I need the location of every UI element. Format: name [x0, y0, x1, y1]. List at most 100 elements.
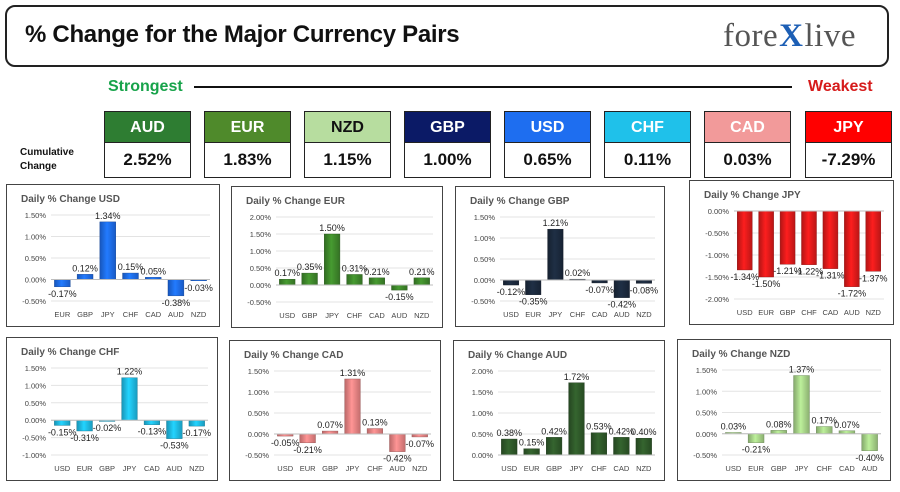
- tile-cumulative-value: 1.00%: [423, 150, 472, 169]
- data-label: -0.15%: [48, 427, 77, 437]
- bar-chf: [816, 426, 833, 434]
- data-label: -0.40%: [855, 453, 884, 463]
- x-tick-label: JPY: [548, 310, 562, 319]
- x-tick-label: USD: [54, 464, 70, 473]
- currency-tile-cad: CAD 0.03%: [704, 111, 791, 178]
- x-tick-label: NZD: [414, 311, 430, 320]
- data-label: -0.35%: [519, 297, 548, 307]
- bar-eur: [758, 210, 774, 278]
- data-label: 0.21%: [364, 267, 390, 277]
- bar-eur: [299, 433, 316, 444]
- chart-panel-jpy: Daily % Change JPY -2.00% -1.50% -1.00% -0.5…: [689, 180, 894, 325]
- chart-title: Daily % Change USD: [21, 194, 120, 205]
- bar-nzd: [188, 419, 205, 427]
- x-tick-label: CHF: [367, 464, 383, 473]
- chart-title: Daily % Change EUR: [246, 196, 346, 207]
- data-label: -0.42%: [383, 454, 412, 464]
- data-label: -0.31%: [70, 433, 99, 443]
- y-tick-label: 1.00%: [696, 387, 718, 396]
- y-tick-label: 0.50%: [472, 430, 494, 439]
- bar-jpy: [547, 228, 564, 281]
- x-tick-label: CAD: [823, 308, 839, 317]
- currency-tile-chf: CHF 0.11%: [604, 111, 691, 178]
- data-label: 0.42%: [541, 426, 567, 436]
- x-tick-label: JPY: [123, 464, 137, 473]
- page-title: % Change for the Major Currency Pairs: [25, 21, 460, 48]
- y-tick-label: -1.50%: [705, 273, 729, 282]
- strongest-label: Strongest: [108, 78, 183, 95]
- cumulative-change-label: Cumulative Change: [20, 147, 74, 172]
- x-tick-label: EUR: [758, 308, 774, 317]
- y-tick-label: 2.00%: [250, 213, 272, 222]
- chart-title: Daily % Change AUD: [468, 350, 567, 361]
- x-tick-label: CHF: [123, 310, 139, 319]
- bar-chf: [590, 432, 607, 456]
- data-label: -0.17%: [48, 289, 77, 299]
- bar-aud: [861, 433, 878, 451]
- data-label: 1.50%: [319, 223, 345, 233]
- data-label: -0.13%: [138, 427, 167, 437]
- bar-chart: Daily % Change CHF -1.00% -0.50% 0.00% 0.50%…: [21, 347, 211, 473]
- bar-gbp: [546, 437, 563, 456]
- bar-chart: Daily % Change EUR -0.50% 0.00% 0.50% 1.00% 1…: [246, 196, 435, 320]
- bar-chart: Daily % Change GBP -0.50% 0.00% 0.50% 1.00% 1…: [470, 196, 659, 319]
- y-tick-label: 0.00%: [250, 281, 272, 290]
- data-label: 1.31%: [340, 368, 366, 378]
- bar-aud: [613, 279, 630, 298]
- tile-cumulative-value: 2.52%: [123, 150, 172, 169]
- y-tick-label: 2.00%: [472, 367, 494, 376]
- bar-nzd: [635, 279, 652, 284]
- bar-jpy: [324, 233, 341, 286]
- tile-cumulative-value: 0.65%: [523, 150, 572, 169]
- x-tick-label: GBP: [771, 464, 787, 473]
- chart-panel-cad: Daily % Change CAD -0.50% 0.00% 0.50% 1.00% 1…: [229, 340, 441, 481]
- y-tick-label: 0.00%: [696, 430, 718, 439]
- data-label: 1.21%: [543, 218, 569, 228]
- bar-aud: [391, 284, 408, 291]
- y-tick-label: 0.00%: [25, 276, 47, 285]
- bar-jpy: [568, 382, 585, 456]
- x-tick-label: USD: [737, 308, 753, 317]
- x-tick-label: AUD: [168, 310, 184, 319]
- bar-chart: Daily % Change USD -0.50% 0.00% 0.50% 1.00% 1…: [21, 194, 213, 319]
- y-tick-label: 0.00%: [474, 276, 496, 285]
- data-label: -1.22%: [795, 267, 824, 277]
- data-label: 0.17%: [811, 416, 837, 426]
- tile-currency: EUR: [205, 112, 290, 143]
- x-tick-label: EUR: [300, 464, 316, 473]
- data-label: 0.53%: [586, 422, 612, 432]
- x-tick-label: EUR: [525, 310, 541, 319]
- data-label: -1.34%: [730, 272, 759, 282]
- x-tick-label: AUD: [614, 310, 630, 319]
- data-label: -0.21%: [293, 445, 322, 455]
- x-tick-label: USD: [501, 464, 517, 473]
- y-tick-label: 1.50%: [25, 211, 47, 220]
- tile-cumulative-value: 1.15%: [323, 150, 372, 169]
- y-tick-label: -2.00%: [705, 295, 729, 304]
- x-tick-label: NZD: [636, 310, 652, 319]
- x-tick-label: EUR: [54, 310, 70, 319]
- x-tick-label: EUR: [748, 464, 764, 473]
- data-label: 0.15%: [118, 262, 144, 272]
- x-tick-label: NZD: [191, 310, 207, 319]
- x-tick-label: CAD: [592, 310, 608, 319]
- x-tick-label: CHF: [817, 464, 833, 473]
- x-tick-label: USD: [279, 311, 295, 320]
- bar-eur: [54, 279, 71, 288]
- y-tick-label: -0.50%: [471, 297, 495, 306]
- y-tick-label: 0.50%: [248, 409, 270, 418]
- data-label: 1.22%: [117, 367, 143, 377]
- bar-jpy: [99, 221, 116, 280]
- data-label: 0.31%: [342, 263, 368, 273]
- x-tick-label: CAD: [145, 310, 161, 319]
- data-label: -1.31%: [816, 271, 845, 281]
- data-label: 0.35%: [297, 262, 323, 272]
- y-tick-label: 1.00%: [472, 409, 494, 418]
- y-tick-label: 1.50%: [474, 213, 496, 222]
- bar-cad: [613, 437, 630, 456]
- data-label: -0.08%: [630, 285, 659, 295]
- data-label: -0.07%: [406, 439, 435, 449]
- bar-jpy: [121, 377, 138, 421]
- y-tick-label: -1.00%: [22, 451, 46, 460]
- data-label: -0.42%: [608, 300, 637, 310]
